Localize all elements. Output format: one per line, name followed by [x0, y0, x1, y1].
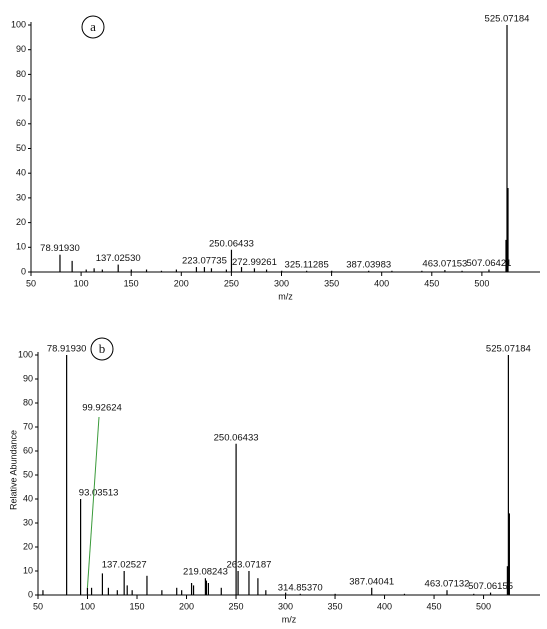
peak-label: 387.03983 — [346, 259, 391, 270]
peak-label: 525.07184 — [485, 14, 530, 25]
peak-label: 525.07184 — [486, 344, 531, 355]
y-tick-label: 70 — [23, 421, 33, 431]
peak-label: 387.04041 — [349, 576, 394, 587]
y-tick-label: 90 — [16, 44, 26, 54]
y-tick-label: 40 — [23, 493, 33, 503]
leader-line — [86, 416, 100, 588]
x-axis-label: m/z — [282, 614, 297, 624]
y-tick-label: 100 — [11, 19, 26, 29]
peak-label: 463.07132 — [425, 579, 470, 590]
x-tick-label: 500 — [474, 278, 489, 288]
x-tick-label: 250 — [224, 278, 239, 288]
x-tick-label: 350 — [324, 278, 339, 288]
peak-label: 507.06155 — [468, 581, 513, 592]
x-tick-label: 100 — [80, 601, 95, 611]
x-tick-label: 500 — [476, 601, 491, 611]
y-tick-label: 30 — [23, 517, 33, 527]
x-axis-label: m/z — [278, 291, 293, 301]
x-tick-label: 150 — [129, 601, 144, 611]
peak-label: 137.02527 — [102, 560, 147, 571]
y-tick-label: 0 — [21, 266, 26, 276]
y-tick-label: 10 — [23, 565, 33, 575]
peak-label: 263.07187 — [227, 560, 272, 571]
y-tick-label: 40 — [16, 168, 26, 178]
panel-circle — [90, 337, 114, 361]
x-tick-label: 50 — [26, 278, 36, 288]
y-tick-label: 70 — [16, 93, 26, 103]
x-tick-label: 350 — [328, 601, 343, 611]
y-tick-label: 10 — [16, 242, 26, 252]
y-tick-label: 20 — [23, 541, 33, 551]
peak-label: 137.02530 — [96, 253, 141, 264]
peak-label: 219.08243 — [183, 567, 228, 578]
y-tick-label: 60 — [16, 118, 26, 128]
y-tick-label: 60 — [23, 445, 33, 455]
panel-label: b — [99, 341, 106, 356]
peak-label: 250.06433 — [209, 238, 254, 249]
y-tick-label: 90 — [23, 373, 33, 383]
x-tick-label: 250 — [229, 601, 244, 611]
y-tick-label: 80 — [23, 397, 33, 407]
panel-label: a — [90, 19, 96, 34]
x-tick-label: 450 — [427, 601, 442, 611]
x-tick-label: 200 — [179, 601, 194, 611]
y-tick-label: 20 — [16, 217, 26, 227]
peak-label: 463.07153 — [422, 259, 467, 270]
peak-label: 78.91930 — [47, 344, 87, 355]
y-tick-label: 80 — [16, 69, 26, 79]
x-tick-label: 300 — [278, 601, 293, 611]
x-tick-label: 50 — [33, 601, 43, 611]
peak-label: 93.03513 — [79, 488, 119, 499]
x-tick-label: 400 — [374, 278, 389, 288]
y-tick-label: 100 — [18, 349, 33, 359]
y-axis-label: Relative Abundance — [8, 430, 18, 510]
peak-label: 272.99261 — [232, 257, 277, 268]
peak-label: 507.06421 — [467, 258, 512, 269]
y-tick-label: 0 — [28, 589, 33, 599]
y-tick-label: 50 — [16, 143, 26, 153]
y-tick-label: 50 — [23, 469, 33, 479]
x-tick-label: 150 — [124, 278, 139, 288]
x-tick-label: 100 — [74, 278, 89, 288]
x-tick-label: 200 — [174, 278, 189, 288]
x-tick-label: 400 — [377, 601, 392, 611]
x-tick-label: 450 — [424, 278, 439, 288]
peak-label: 223.07735 — [182, 256, 227, 267]
peak-label: 250.06433 — [214, 432, 259, 443]
x-tick-label: 300 — [274, 278, 289, 288]
peak-label: 78.91930 — [40, 243, 80, 254]
peak-label: 99.92624 — [82, 403, 122, 414]
peak-label: 314.85370 — [278, 582, 323, 593]
peak-label: 325.11285 — [285, 259, 329, 270]
y-tick-label: 30 — [16, 192, 26, 202]
panel-circle — [81, 15, 105, 39]
